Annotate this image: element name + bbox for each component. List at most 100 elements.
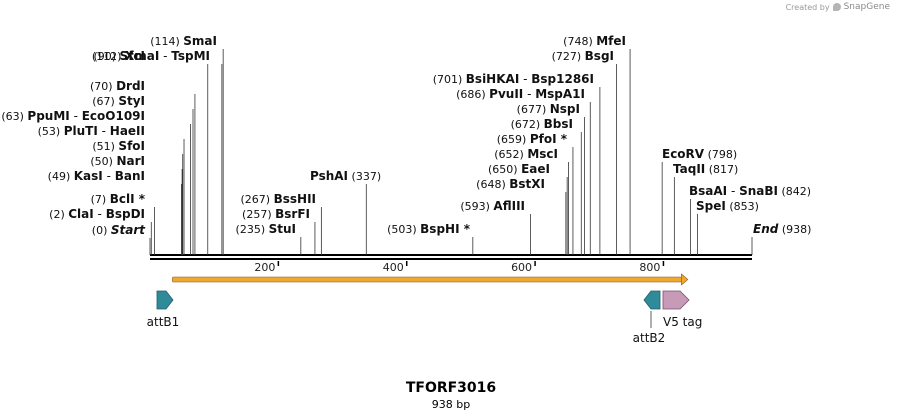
enzyme-name: MscI	[527, 147, 558, 161]
site-label[interactable]: TaqII (817)	[673, 162, 738, 176]
enzyme-name: BclI *	[110, 192, 146, 206]
site-label[interactable]: (67) StyI	[92, 94, 145, 108]
enzyme-name: BspDI	[106, 207, 145, 221]
v5-tag-feature-arrow	[662, 290, 690, 310]
site-label[interactable]: (677) NspI	[517, 102, 580, 116]
site-label[interactable]: (235) StuI	[236, 222, 296, 236]
enzyme-name: PshAI	[310, 169, 348, 183]
watermark-brand: SnapGene	[843, 2, 890, 12]
site-label[interactable]: SpeI (853)	[696, 199, 759, 213]
site-label[interactable]: (727) BsgI	[552, 49, 614, 63]
site-label[interactable]: (53) PluTI - HaeII	[38, 124, 145, 138]
site-label[interactable]: (114) SmaI	[150, 34, 217, 48]
site-separator: -	[523, 87, 535, 101]
enzyme-name: BstXI	[509, 177, 545, 191]
site-position: (817)	[705, 163, 738, 176]
enzyme-name: BbsI	[544, 117, 573, 131]
site-label[interactable]: (652) MscI	[494, 147, 558, 161]
site-label[interactable]: (63) PpuMI - EcoO109I	[1, 109, 145, 123]
site-label[interactable]: (49) KasI - BanI	[48, 169, 145, 183]
site-position: (7)	[91, 193, 110, 206]
map-length: 938 bp	[431, 398, 471, 411]
site-label[interactable]: EcoRV (798)	[662, 147, 737, 161]
site-position: (90)	[93, 50, 119, 63]
site-label[interactable]: (51) SfoI	[92, 139, 145, 153]
snapgene-logo-icon	[832, 3, 841, 11]
site-label[interactable]: (648) BstXI	[476, 177, 545, 191]
enzyme-name: EaeI	[521, 162, 550, 176]
site-label[interactable]: End (938)	[753, 222, 811, 236]
site-position: (112)	[92, 50, 125, 63]
site-label[interactable]: (748) MfeI	[563, 34, 626, 48]
enzyme-name: BssHII	[274, 192, 316, 206]
site-label[interactable]: (593) AflIII	[460, 199, 525, 213]
enzyme-name: Bsp1286I	[531, 72, 594, 86]
site-position: (798)	[704, 148, 737, 161]
enzyme-name: TspMI	[171, 49, 210, 63]
site-label[interactable]: (70) DrdI	[90, 79, 145, 93]
site-label[interactable]: (672) BbsI	[511, 117, 573, 131]
enzyme-name: AflIII	[493, 199, 525, 213]
enzyme-name: PpuMI	[27, 109, 69, 123]
enzyme-name: XmaI	[125, 49, 159, 63]
site-separator: -	[519, 72, 531, 86]
site-label[interactable]: PshAI (337)	[310, 169, 381, 183]
snapgene-watermark: Created by SnapGene	[786, 2, 890, 12]
enzyme-name: BsaAI	[689, 184, 727, 198]
site-label[interactable]: (7) BclI *	[91, 192, 146, 206]
site-separator: -	[94, 207, 106, 221]
enzyme-name: SmaI	[183, 34, 217, 48]
site-label[interactable]: (659) PfoI *	[497, 132, 568, 146]
site-separator: -	[727, 184, 739, 198]
site-label[interactable]: (650) EaeI	[488, 162, 550, 176]
site-position: (672)	[511, 118, 544, 131]
enzyme-name: HaeII	[110, 124, 145, 138]
site-label[interactable]: (503) BspHI *	[387, 222, 471, 236]
site-position: (53)	[38, 125, 64, 138]
site-label[interactable]: (2) ClaI - BspDI	[49, 207, 145, 221]
enzyme-name: ClaI	[68, 207, 93, 221]
enzyme-name: SnaBI	[739, 184, 778, 198]
enzyme-name: PvuII	[489, 87, 523, 101]
enzyme-name: TaqII	[673, 162, 705, 176]
attb1-label: attB1	[147, 315, 180, 329]
site-position: (2)	[49, 208, 68, 221]
enzyme-name: MfeI	[596, 34, 626, 48]
site-position: (267)	[241, 193, 274, 206]
scale-tick-label: 600	[511, 261, 532, 274]
site-label[interactable]: (0) Start	[92, 223, 146, 237]
enzyme-name: PluTI	[64, 124, 98, 138]
orf-bar	[172, 276, 682, 283]
site-position: (49)	[48, 170, 74, 183]
site-position: (235)	[236, 223, 269, 236]
site-position: (503)	[387, 223, 420, 236]
site-label[interactable]: (701) BsiHKAI - Bsp1286I	[433, 72, 594, 86]
scale-tick-label: 400	[383, 261, 404, 274]
site-label[interactable]: BsaAI - SnaBI (842)	[689, 184, 811, 198]
site-position: (686)	[456, 88, 489, 101]
site-label[interactable]: (50) NarI	[90, 154, 145, 168]
enzyme-name: BanI	[115, 169, 145, 183]
enzyme-name: StyI	[118, 94, 145, 108]
v5-tag-label: V5 tag	[663, 315, 702, 329]
site-label[interactable]: (686) PvuII - MspA1I	[456, 87, 585, 101]
site-label[interactable]: (257) BsrFI	[242, 207, 310, 221]
site-label[interactable]: (112) XmaI - TspMI	[92, 49, 210, 63]
attb2-label: attB2	[633, 331, 666, 345]
site-position: (748)	[563, 35, 596, 48]
site-position: (853)	[726, 200, 759, 213]
enzyme-name: BsrFI	[275, 207, 310, 221]
site-label[interactable]: (267) BssHII	[241, 192, 316, 206]
enzyme-name: BsgI	[585, 49, 614, 63]
site-position: (70)	[90, 80, 116, 93]
site-label[interactable]: (90) SfcI	[93, 49, 145, 63]
site-position: (701)	[433, 73, 466, 86]
site-separator: -	[159, 49, 171, 63]
attb2-feature-arrow	[643, 290, 661, 310]
enzyme-name: NspI	[550, 102, 580, 116]
site-separator: -	[98, 124, 110, 138]
enzyme-name: DrdI	[116, 79, 145, 93]
enzyme-name: EcoO109I	[82, 109, 145, 123]
orf-arrowhead	[681, 273, 689, 286]
site-position: (842)	[778, 185, 811, 198]
